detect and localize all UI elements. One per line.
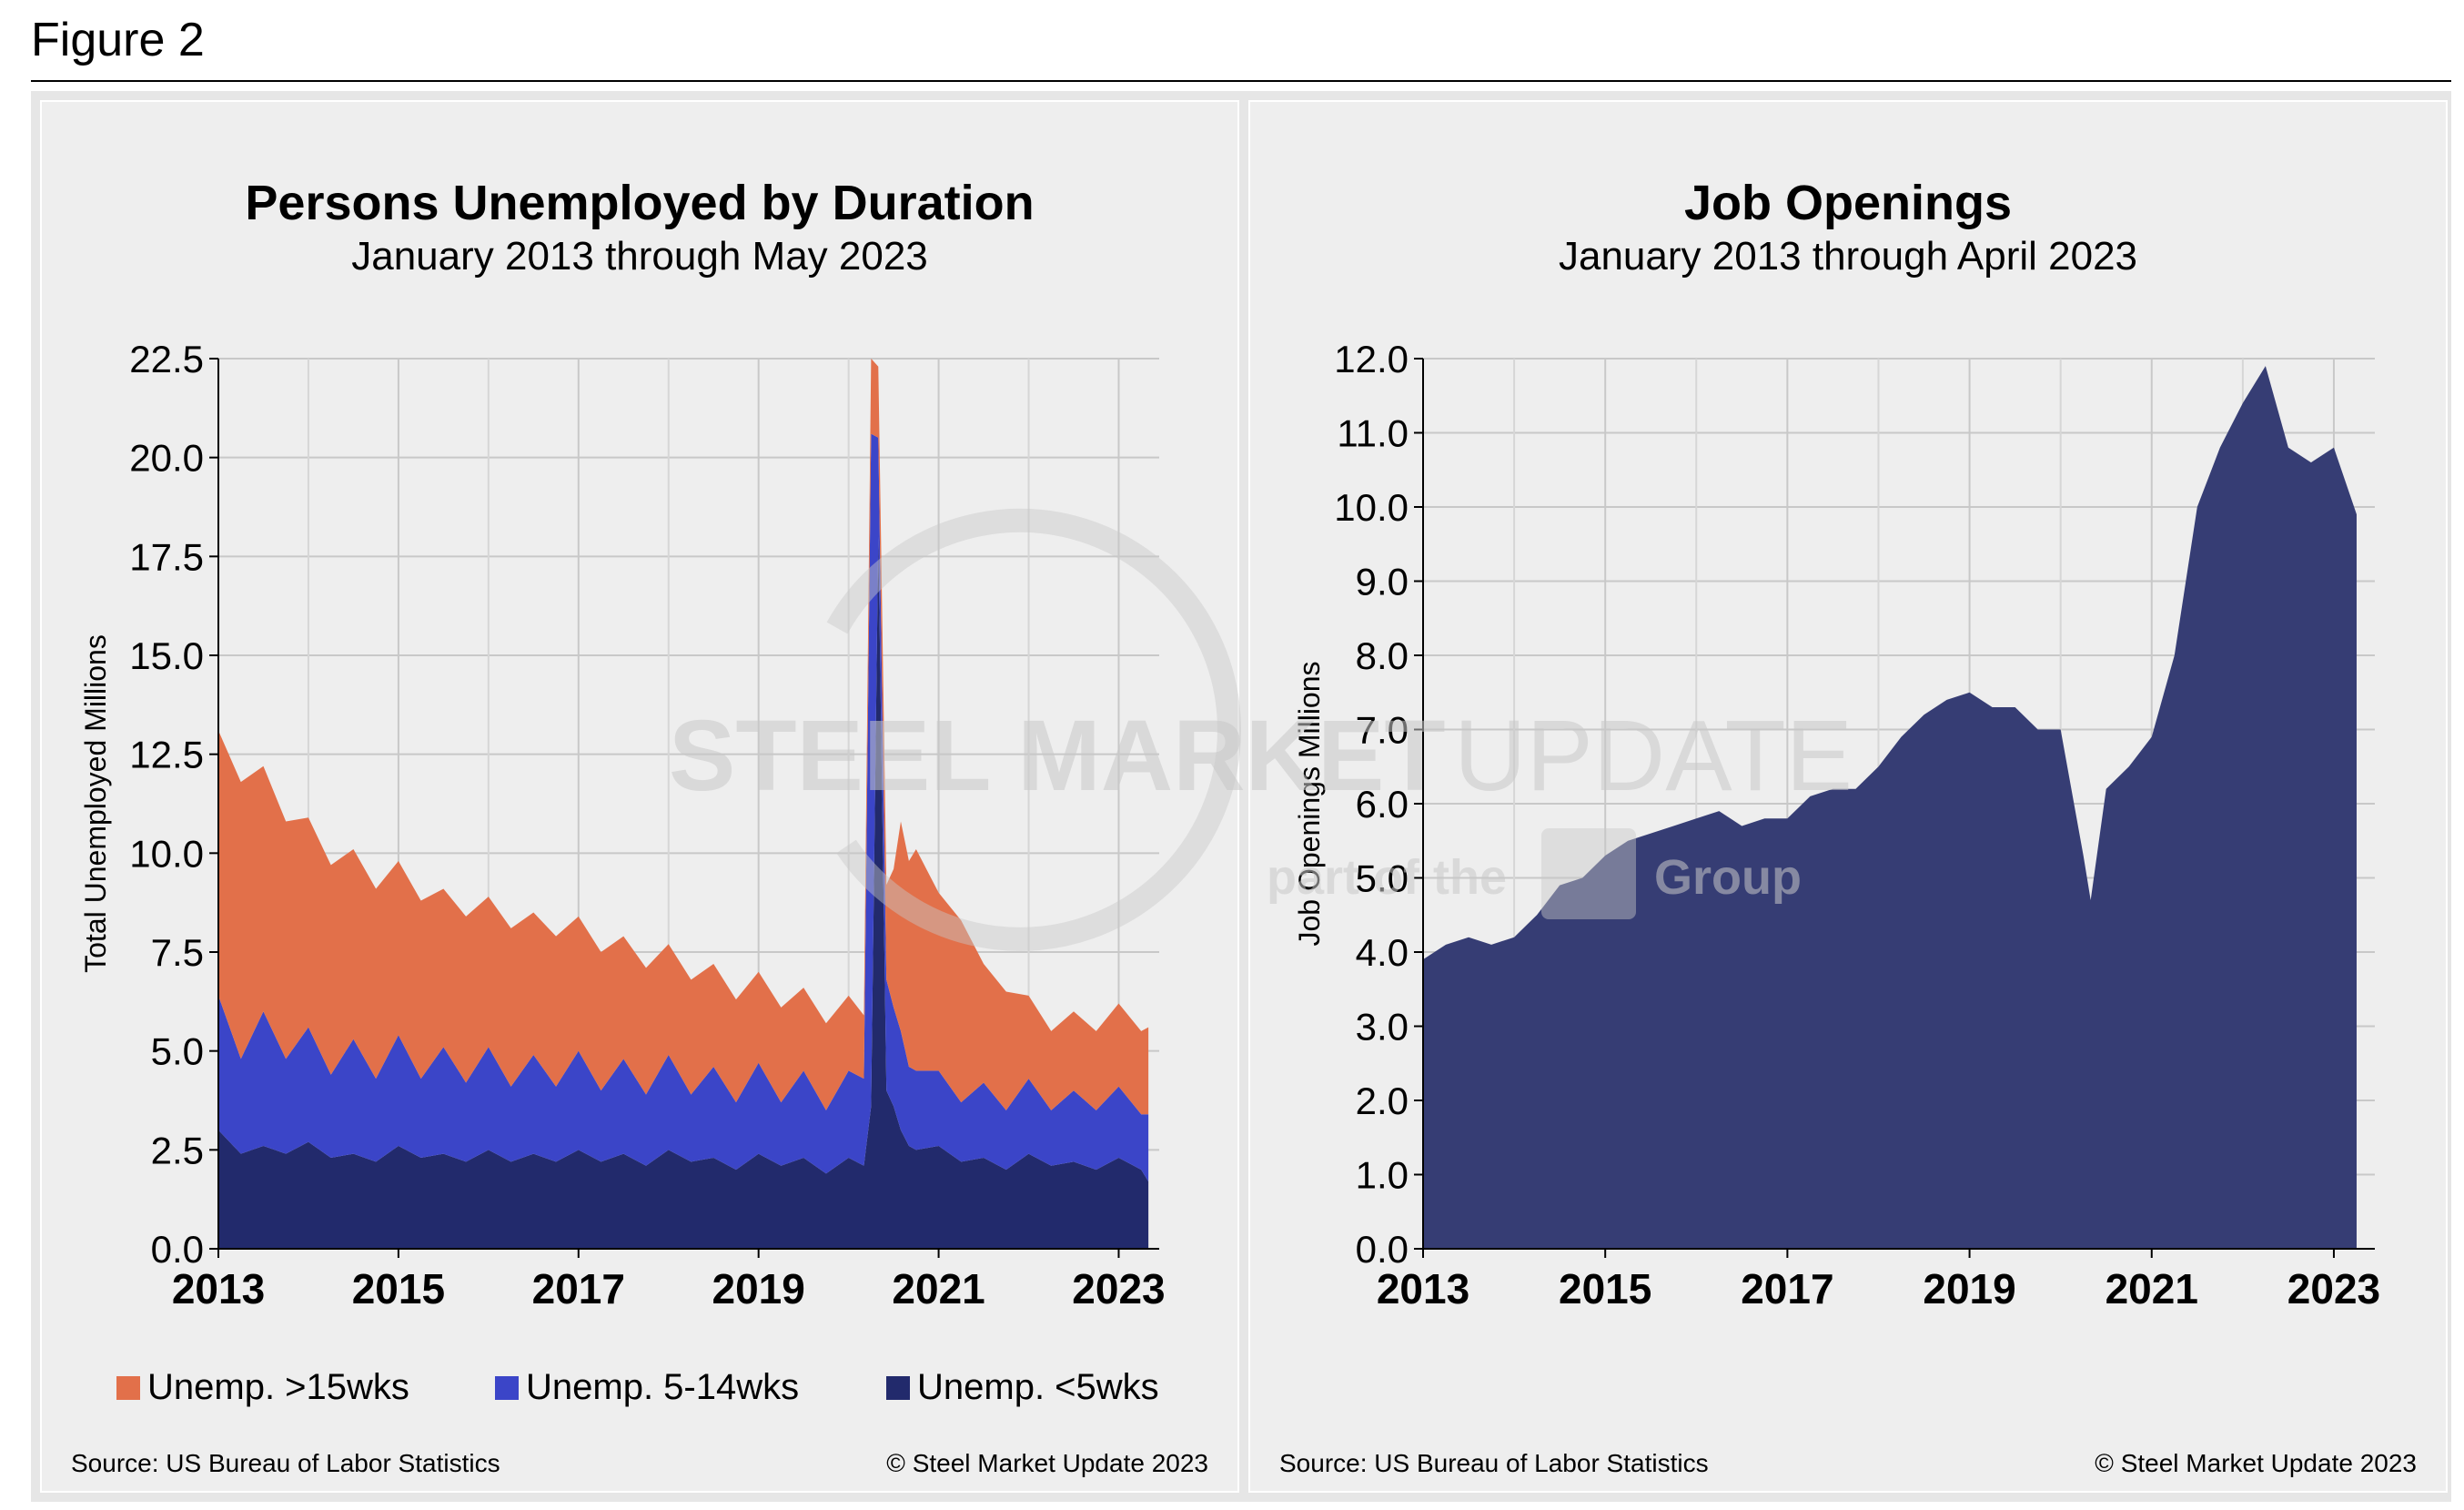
y-axis-label: Total Unemployed Millions (79, 634, 112, 973)
area-series-job-openings (1423, 366, 2357, 1249)
figure-title: Figure 2 (31, 14, 205, 66)
copyright-note: © Steel Market Update 2023 (2095, 1449, 2417, 1477)
legend-item-mid: Unemp. 5-14wks (495, 1367, 799, 1408)
y-tick-label: 7.0 (1356, 709, 1409, 752)
source-note: Source: US Bureau of Labor Statistics (1279, 1449, 1709, 1477)
area-series-short (218, 536, 1149, 1249)
y-tick-label: 0.0 (1356, 1228, 1409, 1271)
legend-label-long: Unemp. >15wks (147, 1367, 409, 1407)
y-tick-label: 12.0 (1334, 338, 1409, 380)
x-tick-label: 2021 (2106, 1265, 2198, 1312)
y-tick-label: 3.0 (1356, 1006, 1409, 1049)
y-tick-label: 2.0 (1356, 1079, 1409, 1122)
x-tick-label: 2019 (1923, 1265, 2015, 1312)
area-series-mid (218, 433, 1149, 1182)
y-tick-label: 5.0 (1356, 857, 1409, 900)
y-tick-label: 12.5 (129, 734, 204, 776)
x-tick-label: 2013 (1377, 1265, 1469, 1312)
legend-label-mid: Unemp. 5-14wks (526, 1367, 800, 1407)
chart-title: Job Openings (1683, 176, 2013, 230)
legend-swatch-short (886, 1375, 910, 1400)
legend-swatch-long (116, 1375, 140, 1400)
x-tick-label: 2021 (892, 1265, 985, 1312)
chart-title: Persons Unemployed by Duration (245, 176, 1035, 230)
x-tick-label: 2015 (1559, 1265, 1651, 1312)
y-tick-label: 1.0 (1356, 1154, 1409, 1197)
y-tick-label: 6.0 (1356, 783, 1409, 826)
y-tick-label: 7.5 (151, 931, 204, 974)
y-tick-label: 4.0 (1356, 931, 1409, 974)
chart-subtitle: January 2013 through April 2023 (1558, 234, 2138, 279)
legend-label-short: Unemp. <5wks (917, 1367, 1159, 1407)
unemployment-chart-panel: Persons Unemployed by Duration January 2… (40, 100, 1239, 1493)
chart-subtitle: January 2013 through May 2023 (351, 234, 928, 279)
legend-item-short: Unemp. <5wks (886, 1367, 1159, 1408)
y-axis-label: Job Openings Millions (1293, 661, 1326, 946)
unemployment-chart-svg: 0.0 2.5 5.0 7.5 10.0 12.5 15.0 17.5 20.0 22.5 2013… (79, 338, 1166, 1312)
source-note: Source: US Bureau of Labor Statistics (71, 1449, 500, 1477)
y-tick-label: 11.0 (1337, 412, 1409, 455)
y-tick-label: 22.5 (129, 338, 204, 380)
y-tick-label: 17.5 (129, 535, 204, 578)
x-tick-label: 2017 (1741, 1265, 1833, 1312)
area-series-long (218, 359, 1149, 1115)
x-tick-label: 2015 (352, 1265, 445, 1312)
x-tick-label: 2023 (1072, 1265, 1165, 1312)
y-tick-label: 9.0 (1356, 561, 1409, 603)
x-tick-label: 2013 (172, 1265, 265, 1312)
y-tick-label: 10.0 (1334, 486, 1409, 529)
y-tick-label: 5.0 (151, 1030, 204, 1073)
y-tick-label: 8.0 (1356, 634, 1409, 677)
y-tick-label: 0.0 (151, 1228, 204, 1271)
job-openings-chart-svg: 0.0 1.0 2.0 3.0 4.0 5.0 6.0 7.0 8.0 9.0 10.0 11.0 12… (1293, 338, 2380, 1312)
y-tick-label: 2.5 (151, 1129, 204, 1171)
copyright-note: © Steel Market Update 2023 (886, 1449, 1208, 1477)
x-tick-label: 2023 (2287, 1265, 2380, 1312)
job-openings-chart-panel: Job Openings January 2013 through April … (1248, 100, 2448, 1493)
legend-item-long: Unemp. >15wks (116, 1367, 409, 1408)
x-tick-label: 2019 (712, 1265, 805, 1312)
x-tick-label: 2017 (532, 1265, 625, 1312)
legend-swatch-mid (495, 1375, 519, 1400)
y-tick-label: 20.0 (129, 437, 204, 480)
y-tick-label: 15.0 (129, 634, 204, 677)
figure-divider (31, 80, 2451, 82)
y-tick-label: 10.0 (129, 832, 204, 875)
